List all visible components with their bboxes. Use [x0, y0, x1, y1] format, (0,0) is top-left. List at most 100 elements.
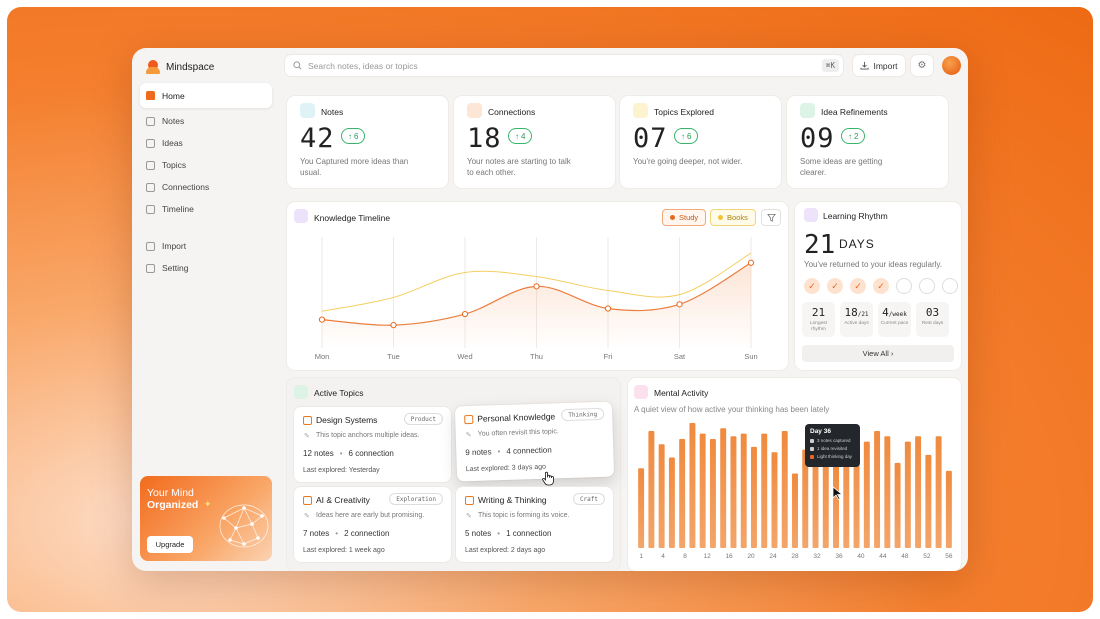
activity-bar[interactable] [833, 465, 840, 548]
activity-bar[interactable] [679, 438, 686, 548]
rhythm-stat-value: 18/21 [840, 306, 873, 319]
view-all-button[interactable]: View All › [802, 345, 954, 362]
filter-icon [766, 213, 776, 222]
activity-bar[interactable] [740, 433, 747, 548]
activity-bar[interactable] [822, 441, 829, 548]
activity-bar[interactable] [709, 438, 716, 548]
x-tick-label: 16 [725, 553, 733, 560]
topic-card[interactable]: Personal Knowledge Thinking ✎ You often rev… [454, 401, 615, 482]
sidebar-item-topics[interactable]: Topics [140, 154, 272, 176]
gear-icon [146, 263, 155, 273]
stat-card-notes[interactable]: Notes 42 ↑ 6 You Captured more ideas than us… [287, 96, 448, 188]
sidebar-item-import[interactable]: Import [140, 235, 272, 257]
sidebar-item-ideas[interactable]: Ideas [140, 132, 272, 154]
promo-line-2: Organized [147, 499, 199, 511]
rhythm-stat: 4/week Current pace [878, 302, 911, 337]
activity-bar[interactable] [638, 468, 645, 548]
sidebar-item-label: Connections [162, 182, 210, 192]
data-point[interactable] [461, 310, 469, 318]
activity-tooltip: Day 36 3 notes captured 1 idea revisited L… [805, 424, 860, 467]
rhythm-description: You've returned to your ideas regularly. [804, 260, 943, 269]
topic-card[interactable]: Design Systems Product ✎ This topic anchors… [294, 407, 451, 482]
activity-bar[interactable] [658, 444, 665, 548]
topics-icon [294, 385, 308, 399]
activity-bar[interactable] [720, 428, 727, 548]
activity-bar[interactable] [781, 430, 788, 548]
topics-icon [146, 160, 155, 170]
rhythm-stat-number: 03 [925, 306, 940, 319]
legend-swatch [670, 215, 675, 220]
user-avatar[interactable] [942, 56, 961, 75]
stat-card-connections[interactable]: Connections 18 ↑ 4 Your notes are starting t… [454, 96, 615, 188]
tooltip-row: 1 idea revisited [810, 445, 855, 453]
legend-chip-study[interactable]: Study [662, 209, 707, 226]
activity-bar[interactable] [945, 470, 952, 548]
sidebar-item-connections[interactable]: Connections [140, 176, 272, 198]
legend-label: Books [727, 213, 748, 222]
stat-card-topics-explored[interactable]: Topics Explored 07 ↑ 6 You're going deeper, … [620, 96, 781, 188]
stat-card-idea-refinements[interactable]: Idea Refinements 09 ↑ 2 Some ideas are getti… [787, 96, 948, 188]
notes-icon [300, 103, 315, 118]
stat-description: You're going deeper, not wider. [633, 157, 743, 166]
data-point[interactable] [604, 305, 612, 312]
activity-bar[interactable] [884, 436, 891, 548]
topic-card[interactable]: AI & Creativity Exploration ✎ Ideas here ar… [294, 487, 451, 562]
sidebar: Mindspace Home Notes Ideas Topics Connection… [132, 48, 280, 571]
activity-bar[interactable] [730, 436, 737, 548]
tooltip-swatch-icon [810, 439, 814, 443]
activity-bar[interactable] [761, 433, 768, 548]
activity-bar[interactable] [863, 441, 870, 548]
activity-bar[interactable] [771, 452, 778, 548]
x-tick-label: 4 [661, 553, 665, 560]
topic-description: You often revisit this topic. [477, 428, 559, 438]
data-point[interactable] [747, 259, 755, 266]
data-point[interactable] [390, 322, 397, 329]
rhythm-value: 21 [804, 230, 836, 260]
data-point[interactable] [533, 283, 540, 290]
activity-bar[interactable] [802, 449, 809, 548]
rhythm-stat: 21 Longest rhythm [802, 302, 835, 337]
activity-bar[interactable] [689, 422, 696, 548]
stat-title: Connections [488, 107, 536, 117]
search-input[interactable]: Search notes, ideas or topics [308, 60, 418, 71]
sidebar-item-setting[interactable]: Setting [140, 257, 272, 279]
activity-bar[interactable] [648, 430, 655, 548]
data-point[interactable] [676, 301, 683, 308]
activity-bar[interactable] [750, 446, 757, 548]
activity-bar[interactable] [935, 436, 942, 548]
topic-icon [465, 496, 474, 505]
topic-notes-count: 9 notes [465, 447, 492, 458]
activity-bar[interactable] [874, 430, 881, 548]
upgrade-button[interactable]: Upgrade [147, 536, 193, 553]
app-name: Mindspace [166, 61, 215, 73]
settings-button[interactable]: ⚙ [911, 55, 933, 76]
activity-bar[interactable] [925, 454, 932, 548]
import-button[interactable]: Import [853, 55, 905, 76]
activity-bar[interactable] [699, 433, 706, 548]
search-bar[interactable]: Search notes, ideas or topics ⌘K [285, 55, 843, 76]
data-point[interactable] [318, 316, 326, 323]
filter-button[interactable] [761, 209, 781, 226]
activity-bar[interactable] [668, 457, 675, 548]
mindspace-logo-icon [146, 60, 160, 74]
activity-bar[interactable] [904, 441, 911, 548]
series-area-study [322, 262, 751, 348]
rhythm-stat-label: Active days [844, 321, 869, 326]
activity-bar[interactable] [915, 436, 922, 548]
stat-value: 09 [800, 123, 835, 154]
sidebar-item-timeline[interactable]: Timeline [140, 198, 272, 220]
stat-delta-badge: ↑ 4 [508, 128, 533, 144]
sidebar-item-label: Setting [162, 263, 189, 273]
activity-bar[interactable] [894, 462, 901, 548]
rhythm-stat-label: Longest rhythm [809, 321, 828, 332]
activity-bar[interactable] [792, 473, 798, 548]
check-icon: ✓ [873, 278, 889, 294]
rhythm-unit: DAYS [839, 237, 875, 251]
topic-card[interactable]: Writing & Thinking Craft ✎ This topic is fo… [456, 487, 613, 562]
sidebar-item-notes[interactable]: Notes [140, 110, 272, 132]
panel-title: Knowledge Timeline [314, 213, 391, 223]
legend-chip-books[interactable]: Books [710, 209, 756, 226]
x-tick-label: 40 [857, 553, 865, 560]
empty-check-circle [896, 278, 912, 294]
sidebar-item-home[interactable]: Home [140, 83, 272, 108]
